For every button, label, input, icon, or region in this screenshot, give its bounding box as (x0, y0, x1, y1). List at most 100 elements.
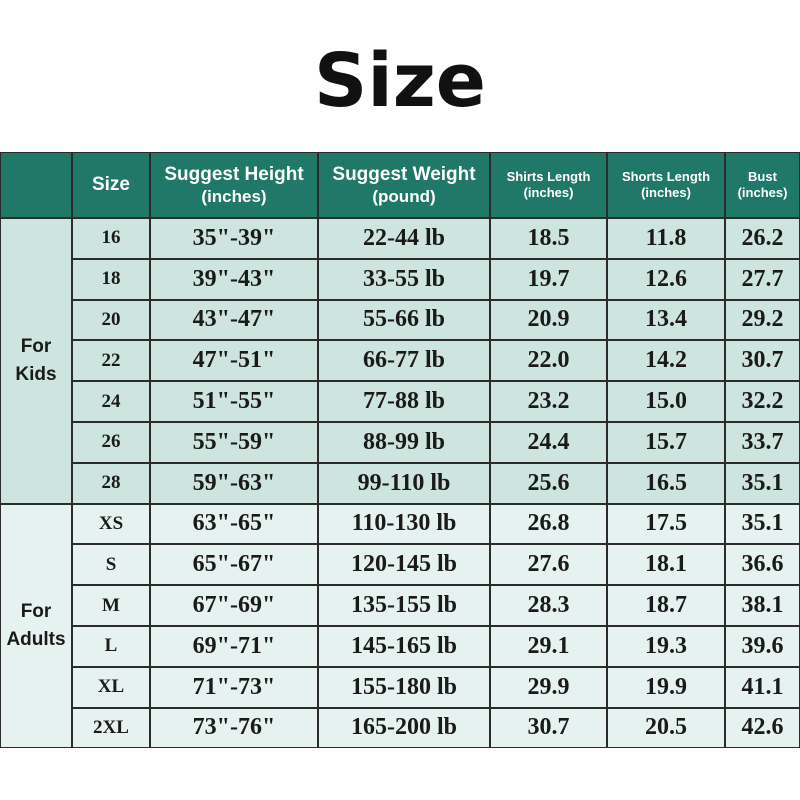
table-cell: 28 (72, 462, 150, 504)
table-cell: 15.0 (607, 381, 725, 422)
cell-text: L (104, 635, 118, 657)
cell-text: 24.4 (527, 428, 570, 455)
table-cell: 24.4 (490, 422, 607, 463)
table-cell: 26.2 (725, 218, 800, 259)
cell-text: 19.9 (645, 673, 687, 700)
table-cell: 29.2 (725, 299, 800, 341)
cell-text: 16.5 (645, 469, 687, 496)
cell-text: 29.1 (527, 632, 570, 659)
table-cell: 120-145 lb (318, 544, 490, 586)
cell-text: 27.7 (741, 265, 784, 292)
cell-text: 63"-65" (192, 510, 276, 537)
cell-text: 27.6 (527, 551, 570, 578)
table-cell: 16 (72, 218, 150, 259)
table-cell: 18 (72, 258, 150, 300)
cell-text: 165-200 lb (350, 714, 457, 741)
table-cell: 155-180 lb (318, 666, 490, 708)
cell-text: 18.1 (645, 551, 687, 578)
cell-text: 99-110 lb (357, 469, 451, 496)
table-cell: 18.7 (607, 585, 725, 626)
header-text: (inches) (641, 185, 691, 200)
cell-text: 36.6 (741, 551, 784, 578)
header-cell: Suggest Weight (pound) (318, 152, 490, 218)
header-text: (pound) (372, 187, 436, 207)
cell-text: 71"-73" (192, 673, 276, 700)
header-text: Size (91, 174, 131, 196)
table-cell: 32.2 (725, 381, 800, 422)
cell-text: 73"-76" (192, 714, 276, 741)
cell-text: 2XL (93, 716, 129, 738)
table-cell: 33-55 lb (318, 258, 490, 300)
cell-text: 23.2 (527, 388, 570, 415)
group-label: For Kids (0, 218, 72, 504)
table-cell: 36.6 (725, 544, 800, 586)
title: Size (314, 38, 486, 124)
table-cell: 11.8 (607, 218, 725, 259)
table-cell: 19.7 (490, 258, 607, 300)
cell-text: 15.0 (645, 388, 687, 415)
table-cell: 88-99 lb (318, 422, 490, 463)
cell-text: 22-44 lb (362, 224, 445, 251)
cell-text: XS (98, 512, 124, 534)
table-cell: 35.1 (725, 503, 800, 545)
cell-text: 11.8 (645, 224, 687, 251)
header-text: Shorts Length (621, 168, 711, 184)
table-cell: 63"-65" (150, 503, 318, 545)
cell-text: 55-66 lb (362, 306, 445, 333)
header-corner (0, 152, 72, 218)
cell-text: 19.7 (527, 265, 570, 292)
table-cell: 165-200 lb (318, 707, 490, 749)
header-text: (inches) (201, 187, 267, 207)
table-cell: 18.5 (490, 218, 607, 259)
cell-text: 19.3 (645, 632, 687, 659)
header-cell: Suggest Height (inches) (150, 152, 318, 218)
table-cell: 73"-76" (150, 707, 318, 749)
cell-text: 39"-43" (192, 265, 276, 292)
table-cell: XS (72, 503, 150, 545)
cell-text: 18 (101, 268, 121, 290)
cell-text: 13.4 (645, 306, 687, 333)
table-cell: 16.5 (607, 462, 725, 504)
table-cell: M (72, 585, 150, 626)
cell-text: 20.5 (645, 714, 687, 741)
cell-text: 39.6 (741, 632, 784, 659)
table-cell: 15.7 (607, 422, 725, 463)
group-text: For (20, 336, 52, 358)
table-cell: 71"-73" (150, 666, 318, 708)
table-cell: 26 (72, 422, 150, 463)
table-cell: 55"-59" (150, 422, 318, 463)
cell-text: 14.2 (645, 347, 687, 374)
table-cell: 24 (72, 381, 150, 422)
cell-text: 20.9 (527, 306, 570, 333)
cell-text: 18.5 (527, 224, 570, 251)
cell-text: 18.7 (645, 592, 687, 619)
cell-text: 15.7 (645, 428, 687, 455)
cell-text: 30.7 (527, 714, 570, 741)
cell-text: 32.2 (741, 388, 784, 415)
table-cell: 135-155 lb (318, 585, 490, 626)
cell-text: 67"-69" (192, 592, 276, 619)
cell-text: S (105, 553, 117, 575)
cell-text: 77-88 lb (362, 388, 445, 415)
cell-text: 35.1 (741, 469, 784, 496)
table-cell: 38.1 (725, 585, 800, 626)
cell-text: 22 (101, 349, 121, 371)
header-text: Suggest Weight (332, 163, 476, 185)
table-cell: 99-110 lb (318, 462, 490, 504)
cell-text: 12.6 (645, 265, 687, 292)
table-cell: 77-88 lb (318, 381, 490, 422)
table-cell: 33.7 (725, 422, 800, 463)
cell-text: 120-145 lb (350, 551, 457, 578)
cell-text: 41.1 (741, 673, 784, 700)
cell-text: 35.1 (741, 510, 784, 537)
table-cell: 27.7 (725, 258, 800, 300)
cell-text: 42.6 (741, 714, 784, 741)
cell-text: 29.2 (741, 306, 784, 333)
table-cell: 51"-55" (150, 381, 318, 422)
header-text: (inches) (737, 185, 788, 200)
cell-text: XL (97, 676, 125, 698)
table-cell: 110-130 lb (318, 503, 490, 545)
cell-text: 17.5 (645, 510, 687, 537)
header-cell: Size (72, 152, 150, 218)
header-cell: Bust (inches) (725, 152, 800, 218)
